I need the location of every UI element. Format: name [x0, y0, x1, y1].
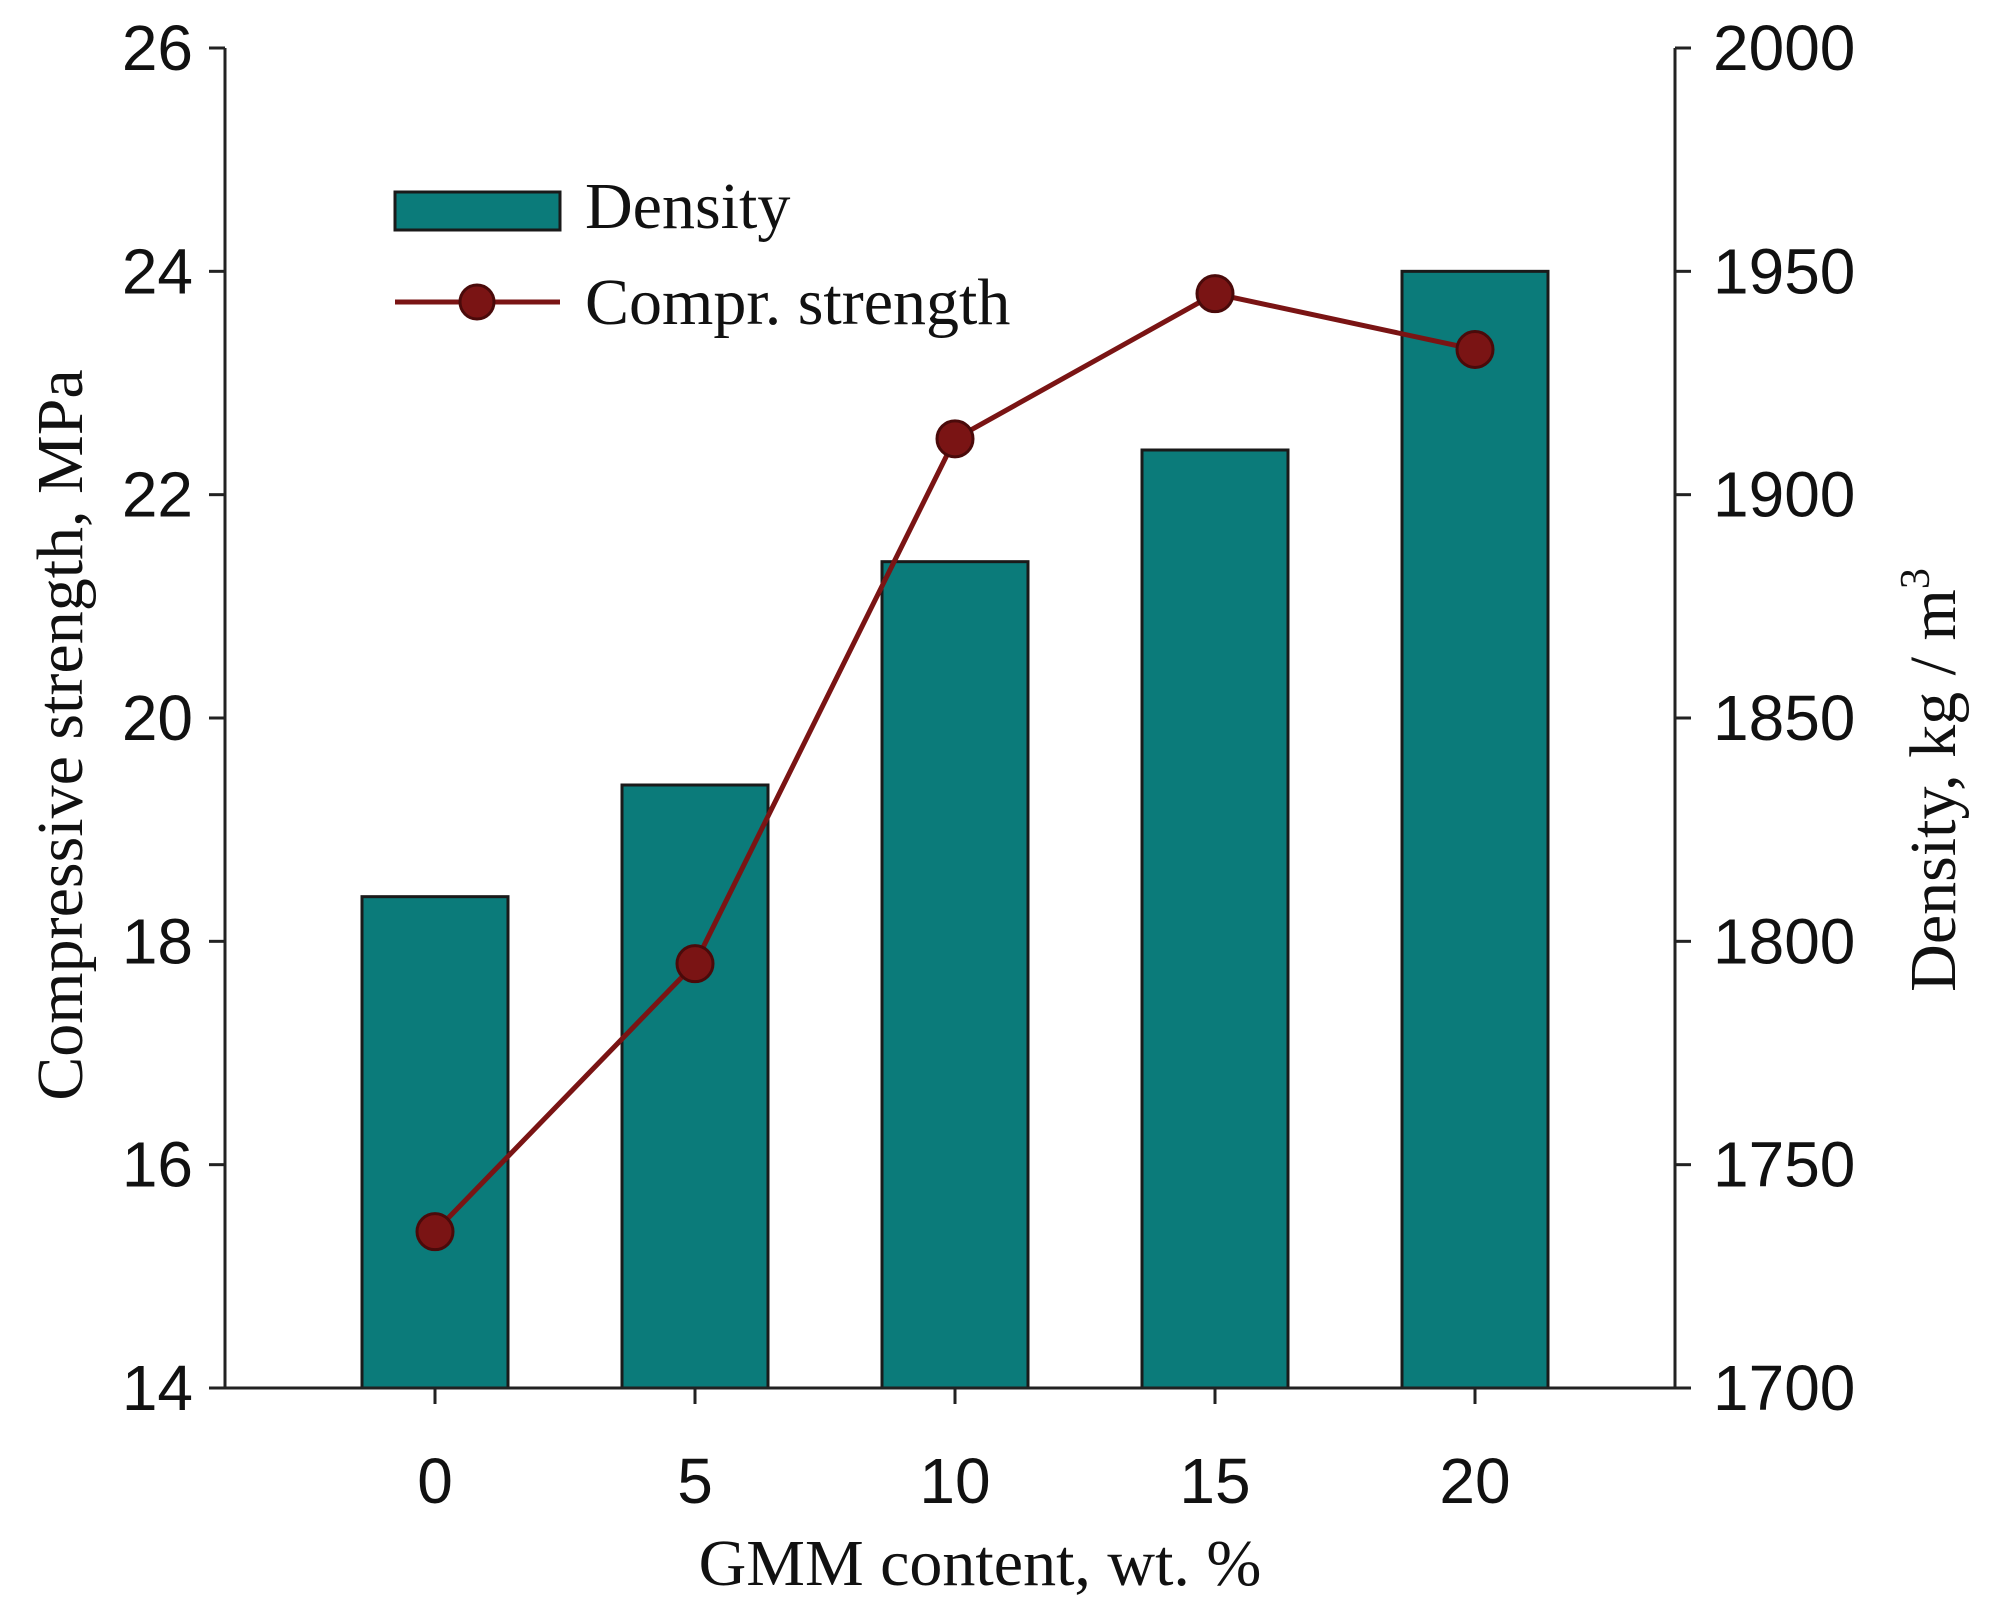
left-tick-label-18: 18 — [122, 905, 193, 977]
left-tick-label-22: 22 — [122, 459, 193, 531]
left-tick-label-24: 24 — [122, 235, 193, 307]
right-tick-label-1950: 1950 — [1713, 235, 1855, 307]
x-axis-title: GMM content, wt. % — [699, 1527, 1262, 1600]
right-axis-title-superscript: 3 — [1893, 568, 1939, 589]
legend: Density Compr. strength — [393, 170, 1010, 339]
right-axis-title: Density, kg / m3 — [1893, 568, 1970, 992]
left-tick-label-16: 16 — [122, 1129, 193, 1201]
strength-point-15 — [1195, 274, 1235, 314]
density-bar-0 — [360, 895, 510, 1390]
x-tick-label-10: 10 — [919, 1445, 990, 1517]
density-bar-20 — [1400, 269, 1550, 1390]
density-bar-5 — [620, 783, 770, 1390]
right-tick-label-1800: 1800 — [1713, 905, 1855, 977]
left-tick-label-26: 26 — [122, 12, 193, 84]
strength-point-5 — [675, 944, 715, 984]
tick-labels: 14 16 18 20 22 24 26 1700 1750 1800 1850 1900 1950 20… — [122, 12, 1856, 1517]
right-tick-label-1900: 1900 — [1713, 459, 1855, 531]
strength-point-10 — [935, 419, 975, 459]
strength-point-20 — [1455, 330, 1495, 369]
x-tick-label-5: 5 — [677, 1445, 713, 1517]
legend-strength-marker — [458, 283, 496, 321]
right-axis-title-main: Density, kg / m — [1897, 589, 1970, 992]
strength-point-0 — [415, 1212, 455, 1252]
axes — [209, 46, 1691, 1404]
legend-density-swatch — [393, 190, 562, 232]
density-bar-10 — [880, 560, 1030, 1390]
right-tick-label-1750: 1750 — [1713, 1129, 1855, 1201]
x-tick-label-15: 15 — [1179, 1445, 1250, 1517]
left-axis-title: Compressive strength, MPa — [24, 369, 97, 1100]
bar-group — [360, 269, 1550, 1390]
legend-density-label: Density — [585, 170, 790, 243]
x-tick-label-20: 20 — [1439, 1445, 1510, 1517]
right-tick-label-2000: 2000 — [1713, 12, 1855, 84]
density-bar-15 — [1140, 448, 1290, 1390]
right-tick-label-1850: 1850 — [1713, 682, 1855, 754]
left-tick-label-14: 14 — [122, 1352, 193, 1424]
line-series — [415, 274, 1495, 1252]
right-tick-label-1700: 1700 — [1713, 1352, 1855, 1424]
legend-strength-label: Compr. strength — [585, 266, 1010, 339]
x-tick-label-0: 0 — [417, 1445, 453, 1517]
left-tick-label-20: 20 — [122, 682, 193, 754]
